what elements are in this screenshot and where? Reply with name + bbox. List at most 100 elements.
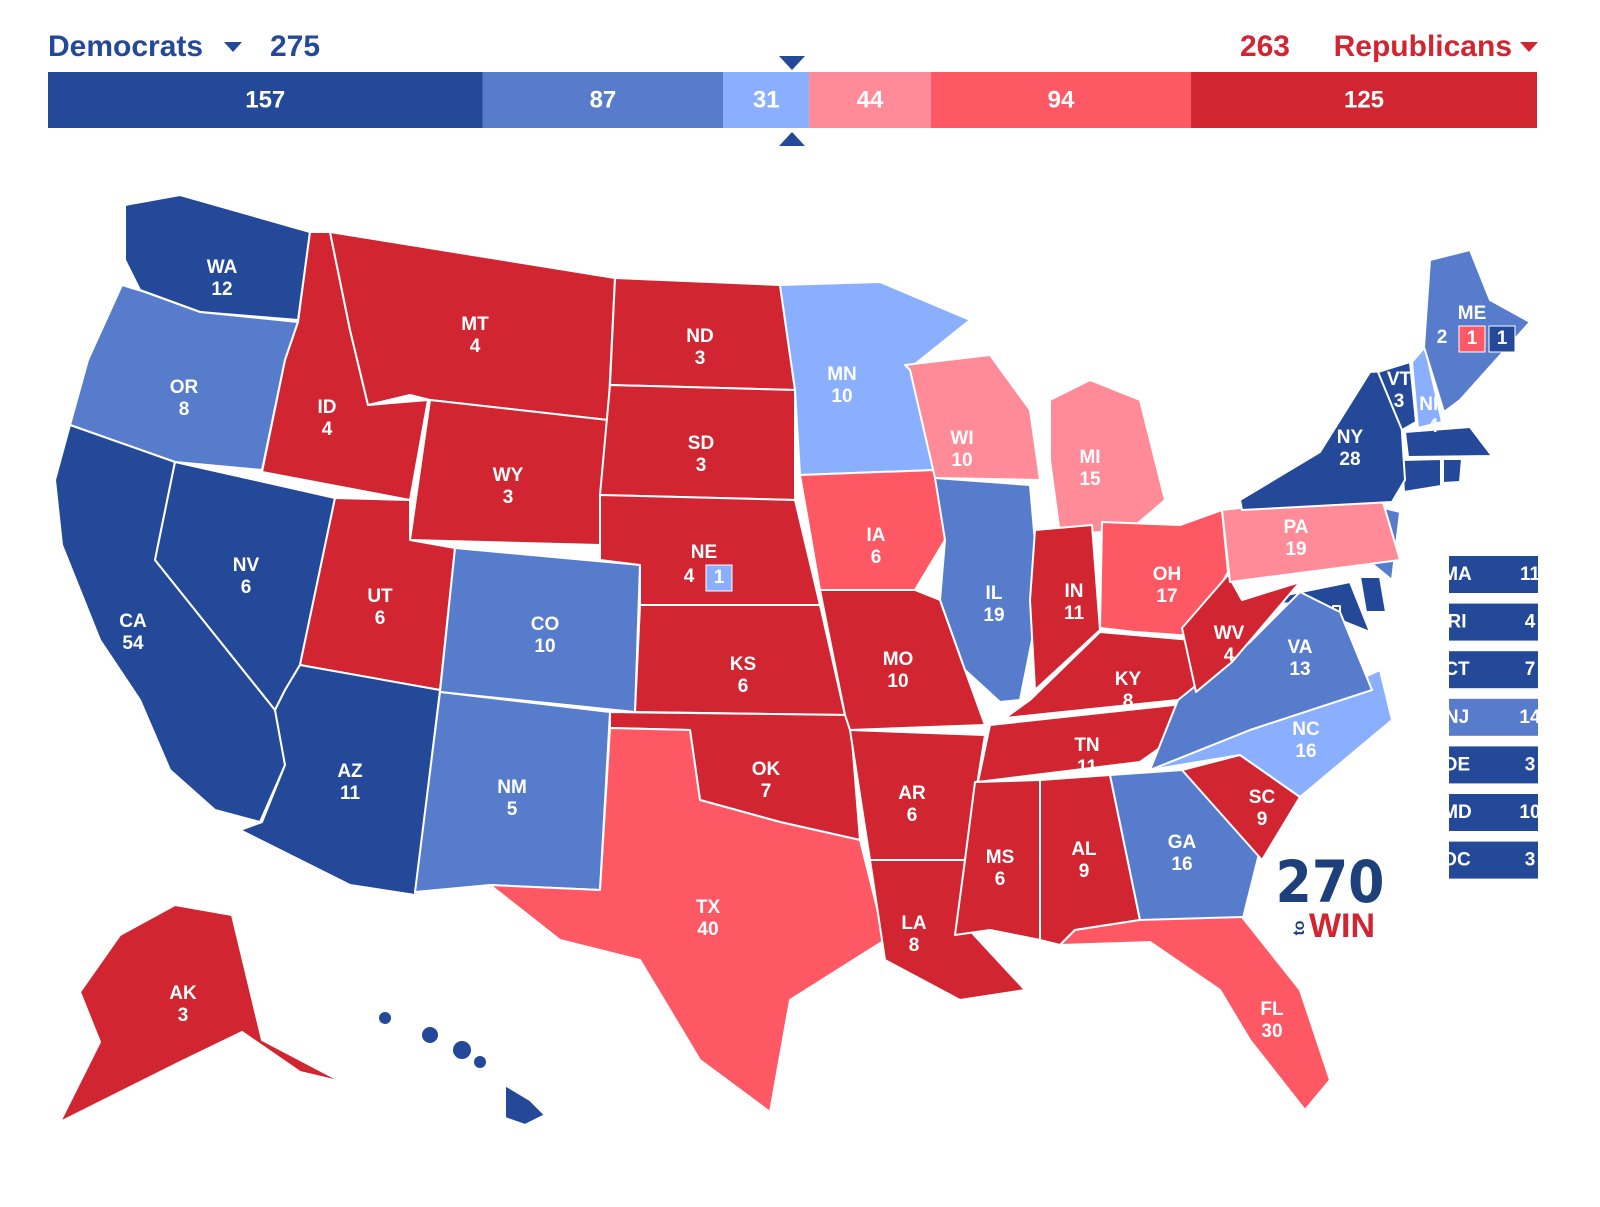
small-state-box: [1449, 794, 1538, 831]
state-shape: [799, 469, 946, 591]
state-abbr: MN: [827, 364, 857, 385]
small-state-abbr: RI: [1448, 612, 1467, 633]
state-ev: 8: [909, 935, 920, 956]
state-ev: 4: [482, 1111, 493, 1132]
small-state-box: [1449, 651, 1538, 689]
state-abbr: WV: [1214, 623, 1245, 644]
state-ev: 7: [761, 781, 772, 802]
small-state-abbr: MD: [1442, 802, 1472, 823]
logo-win: WIN: [1309, 907, 1375, 945]
state-ev: 16: [1295, 741, 1316, 762]
small-state-list: MA 11 RI 4 CT 7 NJ 14 DE 3 MD 10 DC 3: [1442, 556, 1541, 879]
state-abbr: NV: [233, 555, 260, 576]
state-abbr: ID: [318, 397, 337, 418]
state-abbr: TN: [1074, 735, 1099, 756]
small-state-ev: 3: [1525, 850, 1536, 871]
district-box: [705, 564, 733, 592]
bar-segment: [930, 72, 1192, 128]
small-state-ev: 11: [1520, 564, 1541, 585]
state-ev: 9: [1079, 861, 1090, 882]
state-ev: 2: [1437, 327, 1448, 348]
state-shape: [1404, 426, 1493, 458]
state-abbr: PA: [1284, 517, 1309, 538]
state-abbr: OK: [752, 759, 781, 780]
state-shape: [1149, 591, 1373, 771]
state-abbr: NM: [497, 777, 527, 798]
small-state-abbr: DE: [1444, 754, 1470, 775]
logo-number: 270: [1276, 848, 1385, 916]
small-state-ev: 14: [1519, 707, 1541, 728]
state-ev: 6: [871, 547, 882, 568]
state-shape: [904, 354, 1041, 481]
state-shape: [934, 477, 1041, 703]
district-box: [1458, 325, 1486, 353]
state-ev: 11: [1077, 757, 1098, 778]
island-shape: [379, 1012, 391, 1024]
small-state-abbr: NJ: [1445, 707, 1469, 728]
state-ev: 19: [983, 605, 1004, 626]
state-abbr: MI: [1079, 447, 1100, 468]
state-ev: 4: [1428, 416, 1439, 437]
majority-marker-bottom: [779, 132, 805, 146]
tally-bar: 157 87 31 44 94 125: [48, 72, 1537, 128]
state-ev: 5: [507, 799, 518, 820]
dem-label[interactable]: Democrats: [48, 30, 203, 63]
state-ev: 12: [211, 279, 232, 300]
rep-dropdown[interactable]: [1520, 42, 1538, 52]
state-ev: 4: [470, 336, 481, 357]
state-shape: [504, 1084, 546, 1126]
bar-segment-label: 31: [753, 86, 780, 113]
state-ev: 8: [179, 399, 190, 420]
rep-label[interactable]: Republicans: [1334, 30, 1512, 63]
state-abbr: AL: [1071, 839, 1097, 860]
state-shape: [1059, 916, 1331, 1111]
small-state-box: [1449, 603, 1538, 641]
bar-segment-label: 125: [1344, 86, 1384, 113]
dem-dropdown[interactable]: [224, 42, 242, 52]
state-abbr: WY: [493, 465, 524, 486]
state-ev: 3: [503, 487, 514, 508]
state-ev: 4: [322, 419, 333, 440]
bar-segment: [48, 72, 483, 128]
state-shape: [1401, 458, 1442, 493]
state-shape: [1411, 346, 1443, 429]
state-abbr: TX: [696, 897, 721, 918]
bar-segment: [1191, 72, 1537, 128]
state-abbr: HI: [478, 1089, 497, 1110]
state-abbr: WA: [207, 257, 238, 278]
state-abbr: LA: [901, 913, 927, 934]
state-abbr: CA: [119, 611, 147, 632]
logo: 270 to WIN: [1276, 848, 1385, 945]
state-ev: 28: [1339, 449, 1360, 470]
state-abbr: KY: [1115, 669, 1142, 690]
state-abbr: OR: [170, 377, 199, 398]
district-ev: 1: [714, 567, 725, 588]
state-abbr: NC: [1292, 719, 1320, 740]
bar-segment: [723, 72, 810, 128]
state-abbr: AK: [169, 983, 197, 1004]
state-abbr: CO: [531, 614, 560, 635]
state-abbr: IN: [1065, 581, 1084, 602]
state-ev: 40: [697, 919, 718, 940]
rep-total: 263: [1240, 30, 1290, 63]
state-shape: [1181, 574, 1301, 693]
state-ev: 9: [1257, 809, 1268, 830]
state-ev: 10: [831, 386, 852, 407]
state-abbr: ME: [1458, 303, 1487, 324]
state-abbr: GA: [1168, 832, 1197, 853]
state-abbr: FL: [1260, 999, 1284, 1020]
us-map: WA12OR8CA54NV6ID4MT4WY3UT6AZ11CO10NM5ND3…: [54, 194, 1531, 1132]
state-ev: 4: [684, 566, 695, 587]
small-state-box: [1449, 698, 1538, 736]
state-abbr: NY: [1337, 427, 1364, 448]
state-shape: [819, 589, 986, 731]
state-ev: 6: [375, 608, 386, 629]
state-shape: [1029, 524, 1101, 691]
state-ev: 6: [738, 676, 749, 697]
state-ev: 11: [340, 783, 361, 804]
state-abbr: KS: [730, 654, 756, 675]
state-ev: 3: [1394, 391, 1405, 412]
island-shape: [422, 1027, 438, 1043]
state-abbr: VT: [1387, 369, 1412, 390]
